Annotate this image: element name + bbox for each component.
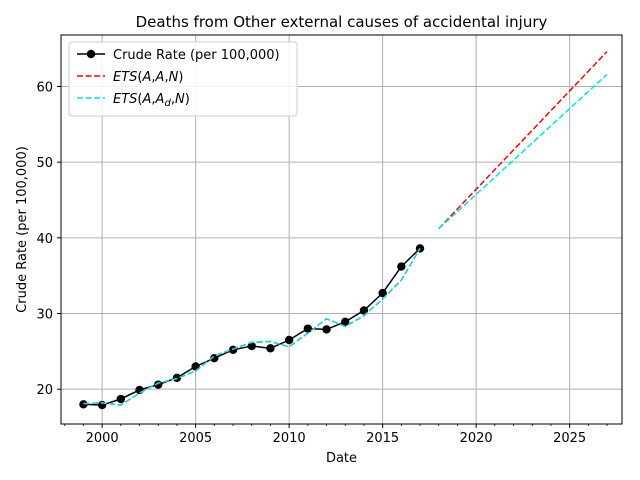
x-tick-label: 2015 — [366, 431, 399, 446]
y-tick-label: 60 — [36, 80, 53, 95]
legend: Crude Rate (per 100,000) ETS(A,A,N) ETS(A,… — [68, 41, 298, 117]
series-forecast-line-1 — [438, 51, 608, 230]
y-tick-label: 50 — [36, 156, 53, 171]
legend-label-0: Crude Rate (per 100,000) — [113, 48, 280, 63]
x-tick-label: 2020 — [460, 431, 493, 446]
data-point — [303, 324, 313, 333]
x-tick-label: 2005 — [179, 431, 212, 446]
y-tick-label: 20 — [36, 383, 53, 398]
x-axis-title: Date — [326, 451, 357, 466]
data-point — [116, 394, 126, 404]
y-tick-label: 40 — [36, 232, 53, 247]
legend-label-2: ETS(A,Ad,N) — [113, 92, 190, 109]
data-point — [266, 344, 275, 353]
legend-label-1: ETS(A,A,N) — [113, 70, 183, 85]
data-point — [341, 317, 350, 327]
series-forecast-line-2 — [438, 73, 608, 230]
legend-marker — [86, 49, 96, 59]
plot-area-frame — [60, 34, 623, 425]
series-fit-line-2 — [83, 248, 421, 406]
data-point — [378, 288, 387, 298]
x-tick-label: 2000 — [86, 431, 119, 446]
data-point — [415, 244, 425, 253]
data-point — [397, 262, 406, 271]
x-tick-label: 2025 — [553, 431, 586, 446]
data-point — [135, 385, 144, 395]
data-point — [322, 325, 331, 334]
x-tick-label: 2010 — [273, 431, 306, 446]
series-layer — [79, 51, 608, 410]
y-tick-label: 30 — [36, 308, 53, 323]
data-point — [210, 353, 219, 363]
chart-title: Deaths from Other external causes of acc… — [136, 13, 548, 31]
data-point — [359, 306, 369, 315]
legend-box — [68, 41, 298, 117]
y-axis-title: Crude Rate (per 100,000) — [15, 146, 30, 313]
data-point — [284, 335, 294, 345]
data-point — [247, 341, 256, 351]
